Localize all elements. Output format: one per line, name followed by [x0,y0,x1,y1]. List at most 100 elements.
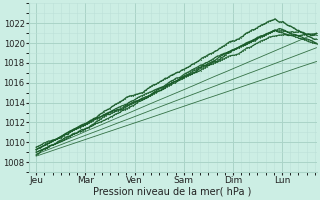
Point [169,80,174,83]
Point [156,88,161,91]
Point [173,81,178,85]
Point [303,37,308,40]
Point [131,99,136,102]
Point [108,111,113,114]
Point [263,21,268,25]
Point [287,33,292,37]
Point [198,64,203,67]
Point [34,151,39,154]
Point [91,117,96,121]
Point [124,96,129,99]
Point [65,131,70,134]
Point [278,31,283,34]
Point [284,30,290,33]
Point [253,27,258,30]
Point [40,148,45,152]
Point [148,90,153,94]
Point [314,33,319,37]
Point [278,34,283,37]
Point [185,74,190,78]
Point [135,99,140,102]
Point [217,47,222,50]
Point [259,35,264,38]
Point [183,75,188,78]
Point [200,63,205,66]
Point [97,115,102,119]
Point [206,63,212,67]
Point [141,97,146,101]
Point [48,144,53,147]
Point [312,41,317,44]
Point [268,35,273,38]
Point [236,52,241,55]
Point [266,32,271,35]
Point [189,72,195,76]
Point [236,46,241,49]
Point [278,29,283,33]
Point [232,48,237,51]
Point [63,137,68,141]
Point [72,132,77,136]
Point [162,84,167,87]
Point [232,40,237,43]
Point [166,75,172,78]
Point [46,139,51,142]
Point [217,55,222,58]
Point [230,54,235,57]
Point [38,149,43,152]
Point [128,105,133,108]
Point [270,35,275,38]
Point [59,140,64,143]
Point [261,33,266,36]
Point [109,115,115,118]
Point [149,92,155,95]
Point [82,122,87,125]
Point [215,59,220,63]
Point [310,37,315,40]
Point [213,49,218,53]
Point [314,42,319,45]
Point [266,20,271,23]
Point [67,134,72,138]
Point [289,34,294,37]
Point [128,94,133,98]
Point [263,32,268,35]
Point [188,64,193,68]
Point [135,101,140,104]
Point [211,62,216,65]
Point [242,43,247,46]
Point [217,59,222,63]
Point [303,33,308,37]
Point [44,143,49,146]
Point [291,33,296,37]
Point [255,42,260,45]
Point [108,110,113,114]
Point [236,46,241,49]
Point [244,42,250,45]
Point [137,95,142,98]
Point [84,122,89,125]
Point [284,33,290,36]
Point [105,112,110,115]
Point [131,104,136,107]
Point [55,138,60,141]
Point [291,30,296,34]
Point [179,76,184,80]
Point [80,128,85,131]
Point [314,32,319,35]
Point [272,18,277,21]
Point [238,51,243,54]
Point [261,22,266,26]
Point [255,26,260,30]
Point [251,44,256,47]
Point [173,80,178,83]
Point [61,134,66,137]
Point [92,117,98,120]
Point [36,145,41,148]
Point [61,134,66,137]
Point [105,108,110,111]
Point [59,135,64,138]
Point [183,67,188,70]
Point [169,82,174,85]
Point [177,79,182,82]
